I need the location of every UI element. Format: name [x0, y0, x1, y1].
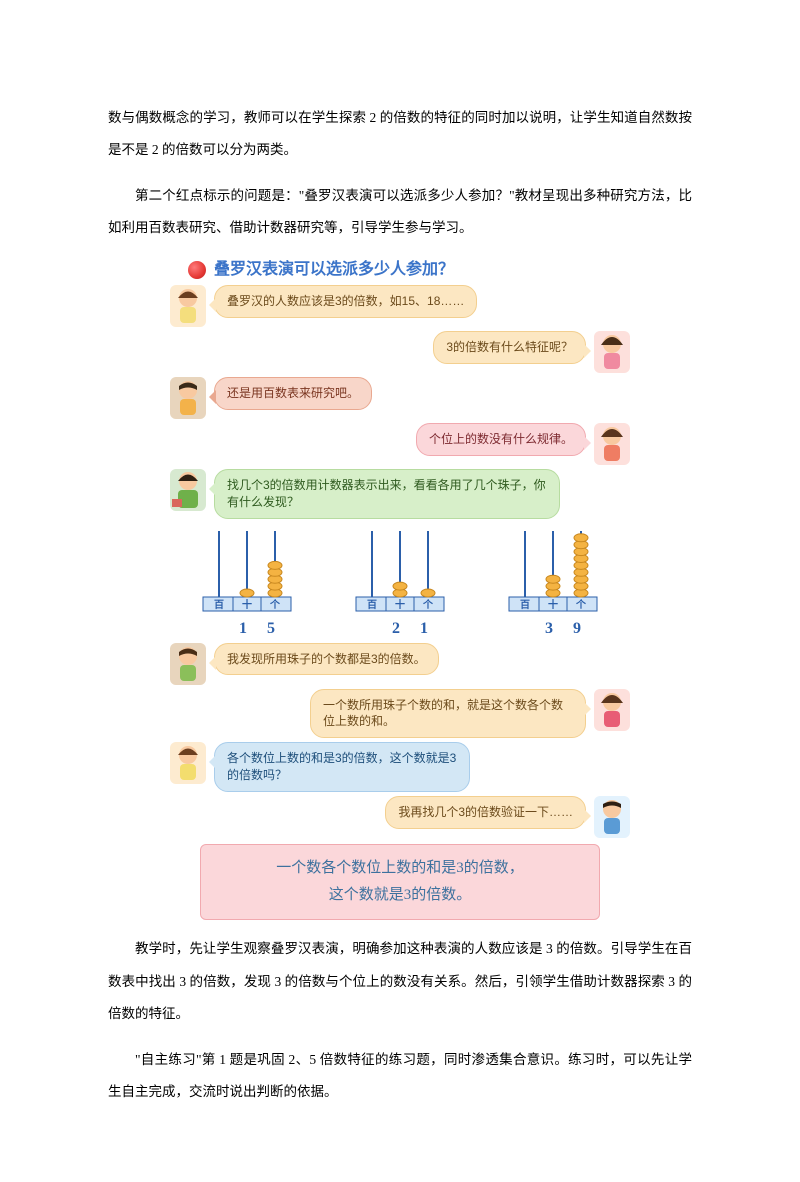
conclusion-line-1: 一个数各个数位上数的和是3的倍数，	[221, 855, 579, 882]
svg-text:十: 十	[242, 598, 252, 611]
page: 数与偶数概念的学习，教师可以在学生探索 2 的倍数的特征的同时加以说明，让学生知…	[0, 0, 800, 1182]
svg-text:2: 2	[392, 620, 400, 637]
child-avatar-icon	[594, 689, 630, 731]
svg-text:个: 个	[575, 598, 587, 611]
speech-bubble-1: 叠罗汉的人数应该是3的倍数，如15、18……	[214, 285, 477, 318]
speech-bubble-8: 各个数位上数的和是3的倍数，这个数就是3的倍数吗？	[214, 742, 470, 792]
conclusion-box: 一个数各个数位上数的和是3的倍数， 这个数就是3的倍数。	[200, 844, 600, 920]
svg-text:个: 个	[269, 598, 281, 611]
abacus-21: 百 十 个 2 1	[345, 527, 455, 639]
abacus-15: 百 十 个 1 5	[192, 527, 302, 639]
svg-text:1: 1	[239, 620, 247, 637]
red-dot-icon	[188, 261, 206, 279]
svg-text:9: 9	[573, 620, 581, 637]
speech-bubble-9: 我再找几个3的倍数验证一下……	[385, 796, 586, 829]
speech-bubble-7: 一个数所用珠子个数的和，就是这个数各个数位上数的和。	[310, 689, 586, 739]
paragraph-4: "自主练习"第 1 题是巩固 2、5 倍数特征的练习题，同时渗透集合意识。练习时…	[108, 1044, 692, 1109]
teacher-avatar-icon	[170, 469, 206, 511]
dialog-row-9: 我再找几个3的倍数验证一下……	[170, 796, 630, 838]
dialog-row-6: 我发现所用珠子的个数都是3的倍数。	[170, 643, 630, 685]
conclusion-line-2: 这个数就是3的倍数。	[221, 882, 579, 909]
dialog-row-2: 3的倍数有什么特征呢？	[170, 331, 630, 373]
figure-title-row: 叠罗汉表演可以选派多少人参加？	[188, 259, 630, 281]
speech-bubble-5: 找几个3的倍数用计数器表示出来，看看各用了几个珠子，你有什么发现？	[214, 469, 560, 519]
dialog-row-1: 叠罗汉的人数应该是3的倍数，如15、18……	[170, 285, 630, 327]
svg-text:5: 5	[267, 620, 275, 637]
abacus-row: 百 十 个 1 5 百 十 个 2 1 百 十 个 3 9	[170, 527, 630, 639]
speech-bubble-3: 还是用百数表来研究吧。	[214, 377, 372, 410]
svg-text:1: 1	[420, 620, 428, 637]
dialog-row-3: 还是用百数表来研究吧。	[170, 377, 630, 419]
child-avatar-icon	[170, 285, 206, 327]
child-avatar-icon	[594, 331, 630, 373]
paragraph-3: 教学时，先让学生观察叠罗汉表演，明确参加这种表演的人数应该是 3 的倍数。引导学…	[108, 933, 692, 1030]
dialog-row-8: 各个数位上数的和是3的倍数，这个数就是3的倍数吗？	[170, 742, 630, 792]
child-avatar-icon	[170, 377, 206, 419]
speech-bubble-6: 我发现所用珠子的个数都是3的倍数。	[214, 643, 439, 676]
svg-text:十: 十	[548, 598, 558, 611]
svg-text:个: 个	[422, 598, 434, 611]
paragraph-1: 数与偶数概念的学习，教师可以在学生探索 2 的倍数的特征的同时加以说明，让学生知…	[108, 102, 692, 167]
abacus-39: 百 十 个 3 9	[498, 527, 608, 639]
figure-title: 叠罗汉表演可以选派多少人参加？	[214, 259, 454, 281]
child-avatar-icon	[170, 742, 206, 784]
svg-text:十: 十	[395, 598, 405, 611]
figure: 叠罗汉表演可以选派多少人参加？ 叠罗汉的人数应该是3的倍数，如15、18…… 3…	[170, 259, 630, 920]
child-avatar-icon	[170, 643, 206, 685]
dialog-row-5: 找几个3的倍数用计数器表示出来，看看各用了几个珠子，你有什么发现？	[170, 469, 630, 519]
dialog-row-7: 一个数所用珠子个数的和，就是这个数各个数位上数的和。	[170, 689, 630, 739]
svg-text:百: 百	[214, 599, 224, 611]
svg-text:3: 3	[545, 620, 553, 637]
speech-bubble-2: 3的倍数有什么特征呢？	[433, 331, 586, 364]
speech-bubble-4: 个位上的数没有什么规律。	[416, 423, 586, 456]
svg-text:百: 百	[520, 599, 530, 611]
child-avatar-icon	[594, 796, 630, 838]
child-avatar-icon	[594, 423, 630, 465]
svg-text:百: 百	[367, 599, 377, 611]
dialog-row-4: 个位上的数没有什么规律。	[170, 423, 630, 465]
paragraph-2: 第二个红点标示的问题是："叠罗汉表演可以选派多少人参加？"教材呈现出多种研究方法…	[108, 180, 692, 245]
